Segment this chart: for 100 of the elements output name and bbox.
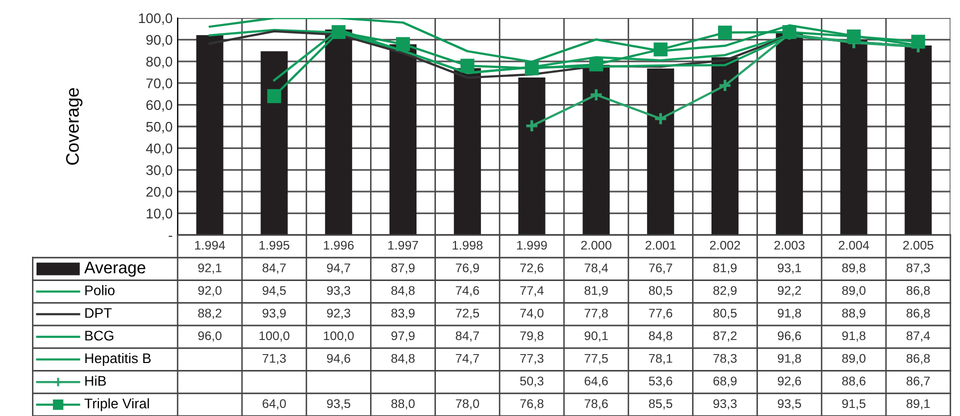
y-tick-label: 50,0: [146, 122, 172, 134]
data-label: 74,7: [456, 354, 479, 364]
data-label: 84,8: [391, 286, 415, 296]
data-label: 74,6: [456, 286, 480, 296]
data-label: 93,3: [327, 286, 350, 296]
data-label: 93,1: [778, 263, 801, 274]
legend-label: Average: [84, 262, 146, 277]
data-label: 86,7: [906, 376, 930, 387]
y-tick-label: 90,0: [146, 35, 172, 47]
data-label: 77,3: [520, 354, 544, 364]
data-label: 97,9: [391, 331, 415, 342]
data-label: 83,9: [391, 308, 415, 320]
x-tick-label: 1.998: [452, 240, 482, 250]
data-label: 74,0: [520, 308, 544, 320]
data-label: 87,3: [906, 263, 930, 274]
data-label: 78,6: [584, 399, 608, 410]
data-label: 89,0: [842, 354, 866, 364]
data-label: 84,8: [648, 331, 672, 342]
data-label: 94,5: [262, 286, 286, 296]
data-label: 80,5: [648, 286, 672, 296]
data-label: 78,1: [649, 354, 672, 364]
data-label: 88,9: [842, 308, 866, 320]
data-label: 92,1: [198, 263, 222, 274]
data-label: 86,8: [906, 354, 930, 364]
y-tick-label: 60,0: [146, 100, 172, 112]
x-tick-label: 2.001: [646, 240, 676, 250]
y-tick-label: -: [168, 236, 172, 237]
data-label: 71,3: [262, 354, 286, 364]
data-label: 91,5: [842, 399, 866, 410]
data-label: 93,3: [713, 399, 737, 410]
data-label: 76,9: [456, 263, 479, 274]
data-label: 84,7: [456, 331, 479, 342]
legend-label: BCG: [85, 330, 114, 341]
data-label: 91,8: [842, 331, 866, 342]
x-tick-label: 1.997: [388, 240, 418, 250]
x-tick-label: 1.994: [195, 240, 226, 250]
y-axis-title: Coverage: [66, 88, 82, 165]
data-label: 81,9: [584, 286, 608, 296]
data-label: 100,0: [260, 331, 290, 342]
x-tick-label: 2.003: [774, 240, 804, 250]
data-label: 72,5: [456, 308, 480, 320]
y-tick-label: 70,0: [146, 78, 172, 90]
data-label: 87,2: [713, 331, 737, 342]
data-label: 85,5: [648, 399, 672, 410]
data-label: 88,0: [391, 399, 415, 410]
data-label: 88,2: [198, 308, 222, 320]
data-label: 87,4: [906, 331, 930, 342]
data-label: 80,5: [713, 308, 737, 320]
data-label: 87,9: [391, 263, 415, 274]
data-label: 88,6: [842, 376, 866, 387]
data-label: 86,8: [906, 286, 930, 296]
data-label: 92,0: [198, 286, 222, 296]
data-label: 92,6: [778, 376, 802, 387]
x-tick-label: 2.005: [903, 240, 934, 250]
data-label: 81,9: [713, 263, 737, 274]
x-tick-label: 1.996: [324, 240, 354, 250]
legend-label: HiB: [85, 376, 106, 386]
x-tick-label: 2.002: [710, 240, 740, 250]
data-label: 76,8: [520, 399, 544, 410]
y-tick-label: 20,0: [146, 186, 172, 198]
y-tick-label: 100,0: [139, 13, 172, 25]
data-label: 64,6: [584, 376, 608, 387]
data-label: 78,4: [584, 263, 608, 274]
data-label: 77,8: [584, 308, 608, 320]
x-tick-label: 2.004: [838, 240, 870, 250]
x-tick-label: 2.000: [581, 240, 612, 250]
data-label: 100,0: [324, 331, 354, 342]
data-label: 76,7: [649, 263, 672, 274]
data-label: 89,8: [842, 263, 866, 274]
y-tick-label: 10,0: [146, 208, 172, 220]
data-label: 84,7: [262, 263, 286, 274]
data-label: 92,2: [778, 286, 801, 296]
x-tick-label: 1.999: [517, 240, 547, 250]
x-tick-label: 1.995: [260, 240, 290, 250]
data-label: 93,9: [262, 308, 286, 320]
data-label: 78,3: [713, 354, 737, 364]
data-label: 91,8: [778, 308, 802, 320]
data-label: 96,0: [198, 331, 222, 342]
legend-label: DPT: [85, 308, 112, 318]
legend-label: Hepatitis B: [85, 352, 151, 366]
data-label: 79,8: [520, 331, 544, 342]
data-label: 92,3: [327, 308, 350, 320]
data-label: 53,6: [648, 376, 672, 387]
data-label: 86,8: [906, 308, 930, 320]
data-label: 82,9: [713, 286, 737, 296]
data-label: 78,0: [456, 399, 480, 410]
y-tick-label: 40,0: [146, 144, 172, 156]
data-label: 94,6: [327, 354, 350, 364]
y-tick-label: 80,0: [146, 56, 172, 68]
data-label: 50,3: [520, 376, 544, 387]
data-label: 96,6: [778, 331, 802, 342]
data-label: 90,1: [584, 331, 608, 342]
data-label: 89,0: [842, 286, 866, 296]
data-label: 77,4: [520, 286, 544, 296]
data-label: 89,1: [906, 399, 930, 410]
data-label: 91,8: [778, 354, 802, 364]
data-label: 77,6: [649, 308, 672, 320]
data-label: 84,8: [391, 354, 415, 364]
data-label: 77,5: [584, 354, 608, 364]
data-label: 93,5: [327, 399, 350, 410]
